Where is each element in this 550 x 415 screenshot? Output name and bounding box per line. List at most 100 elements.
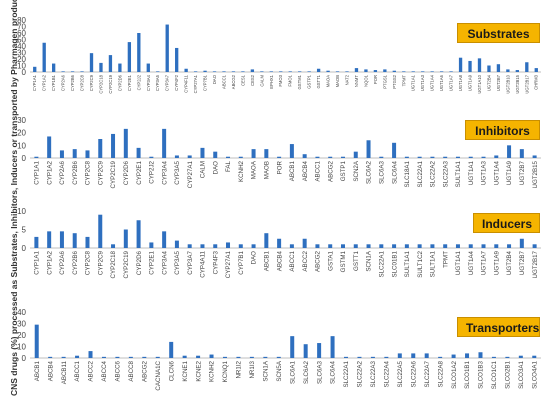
- x-tick-label: FMO1: [288, 74, 293, 86]
- x-tick-label: CYP3A4: [161, 250, 168, 274]
- x-tick-label: CALM: [259, 74, 264, 86]
- bar: [328, 244, 333, 248]
- bar: [111, 244, 116, 248]
- x-tick-label: ABCB1: [289, 160, 296, 181]
- bar: [89, 53, 94, 72]
- x-tick-label: SLC6A3: [378, 160, 385, 184]
- bar: [33, 66, 37, 72]
- x-tick-label: SLC22A3: [442, 160, 449, 187]
- y-tick-label: 70: [17, 23, 26, 32]
- bar: [209, 354, 214, 358]
- bar: [430, 244, 435, 248]
- x-tick-label: CES2: [250, 74, 255, 86]
- bar: [61, 71, 65, 72]
- bar: [335, 71, 340, 72]
- y-tick-label: 0: [22, 244, 27, 253]
- bar: [505, 356, 510, 358]
- bar: [307, 71, 311, 72]
- bar: [142, 356, 147, 358]
- bar: [251, 244, 256, 248]
- y-tick-label: 40: [17, 308, 26, 317]
- bar: [449, 71, 453, 72]
- x-tick-label: CYP4A11: [200, 250, 207, 277]
- x-tick-label: ABCC8: [128, 360, 135, 381]
- x-tick-label: CYP1A2: [42, 74, 47, 91]
- x-tick-label: CYP1A2: [46, 250, 53, 274]
- x-tick-label: UGT1A10: [477, 74, 482, 93]
- bar: [404, 244, 409, 248]
- x-tick-label: SLC22A2: [357, 360, 364, 387]
- bar: [226, 242, 231, 248]
- bar: [250, 69, 255, 72]
- x-tick-label: SLC22A5: [397, 360, 404, 387]
- bar: [61, 356, 66, 358]
- x-tick-label: KCNE2: [195, 360, 202, 381]
- x-tick-label: CYP1A2: [46, 160, 53, 184]
- x-tick-label: UGT1A4: [430, 74, 435, 91]
- bar: [302, 154, 307, 158]
- x-tick-label: SCN5A: [276, 360, 283, 382]
- bar: [430, 71, 434, 72]
- x-tick-label: CYP2A6: [61, 74, 66, 91]
- bar: [264, 149, 269, 158]
- x-tick-label: CYP2B6: [72, 160, 79, 184]
- x-tick-label: CYP4F2: [174, 74, 179, 90]
- bar: [424, 353, 429, 358]
- x-tick-label: CYP3A5: [155, 74, 160, 91]
- bar: [302, 238, 307, 248]
- x-tick-label: POR: [373, 75, 378, 84]
- bar: [373, 70, 378, 72]
- bar: [193, 71, 198, 72]
- x-tick-label: GSTM1: [340, 250, 347, 272]
- bar: [288, 71, 292, 72]
- bar: [465, 353, 470, 358]
- x-tick-label: GSTT1: [316, 74, 321, 88]
- x-tick-label: SCN1A: [262, 360, 269, 382]
- bar: [439, 71, 444, 72]
- bar: [315, 156, 320, 158]
- x-tick-label: FAL: [225, 160, 232, 172]
- x-tick-label: CYP2C9: [89, 74, 94, 91]
- bar: [468, 156, 473, 158]
- y-tick-label: 10: [17, 207, 26, 216]
- x-tick-label: DAO: [212, 161, 219, 175]
- x-tick-label: CYP27A1: [193, 74, 198, 93]
- bar: [226, 156, 231, 158]
- x-tick-label: CYP2E1: [127, 74, 132, 91]
- bar: [47, 136, 52, 158]
- x-tick-label: TPMT: [401, 75, 406, 87]
- bar: [136, 220, 141, 248]
- bar: [532, 355, 537, 358]
- y-tick-label: 30: [17, 320, 26, 329]
- x-tick-label: UGT1A1: [468, 160, 475, 185]
- bar: [370, 356, 375, 358]
- x-tick-label: NQO1: [363, 74, 368, 87]
- x-tick-label: ABCB4: [302, 160, 309, 181]
- x-tick-label: CES1: [240, 74, 245, 86]
- x-tick-label: UGT1A9: [506, 160, 513, 185]
- x-tick-label: UGT1A9: [493, 250, 500, 275]
- x-tick-label: KCNH2: [238, 160, 245, 182]
- x-tick-label: CYP2A6: [59, 160, 66, 184]
- x-tick-label: GSTT1: [353, 250, 360, 270]
- x-tick-label: CYP2D6: [136, 250, 143, 275]
- x-tick-label: MAOA: [326, 75, 331, 88]
- x-tick-label: CYP4F3: [212, 250, 219, 274]
- bar: [353, 151, 358, 158]
- x-tick-label: UGT1A1: [455, 250, 462, 275]
- bar: [277, 156, 282, 158]
- panel-title-inhibitors: Inhibitors: [465, 120, 540, 140]
- bar: [70, 71, 75, 72]
- x-tick-label: GSTP1: [340, 160, 347, 181]
- x-tick-label: CYP7B1: [238, 250, 245, 274]
- x-tick-label: CYP2A6: [59, 250, 66, 274]
- bar: [260, 71, 264, 72]
- bar: [162, 128, 167, 158]
- x-tick-label: ABCG2: [327, 160, 334, 182]
- x-tick-label: SLC6A1: [289, 360, 296, 384]
- bar: [451, 354, 456, 358]
- x-tick-label: UGT2B17: [532, 250, 539, 278]
- x-tick-label: CYP2J2: [149, 160, 156, 183]
- x-tick-label: UGT2B7: [519, 160, 526, 185]
- x-tick-label: UGT2B10: [505, 74, 510, 93]
